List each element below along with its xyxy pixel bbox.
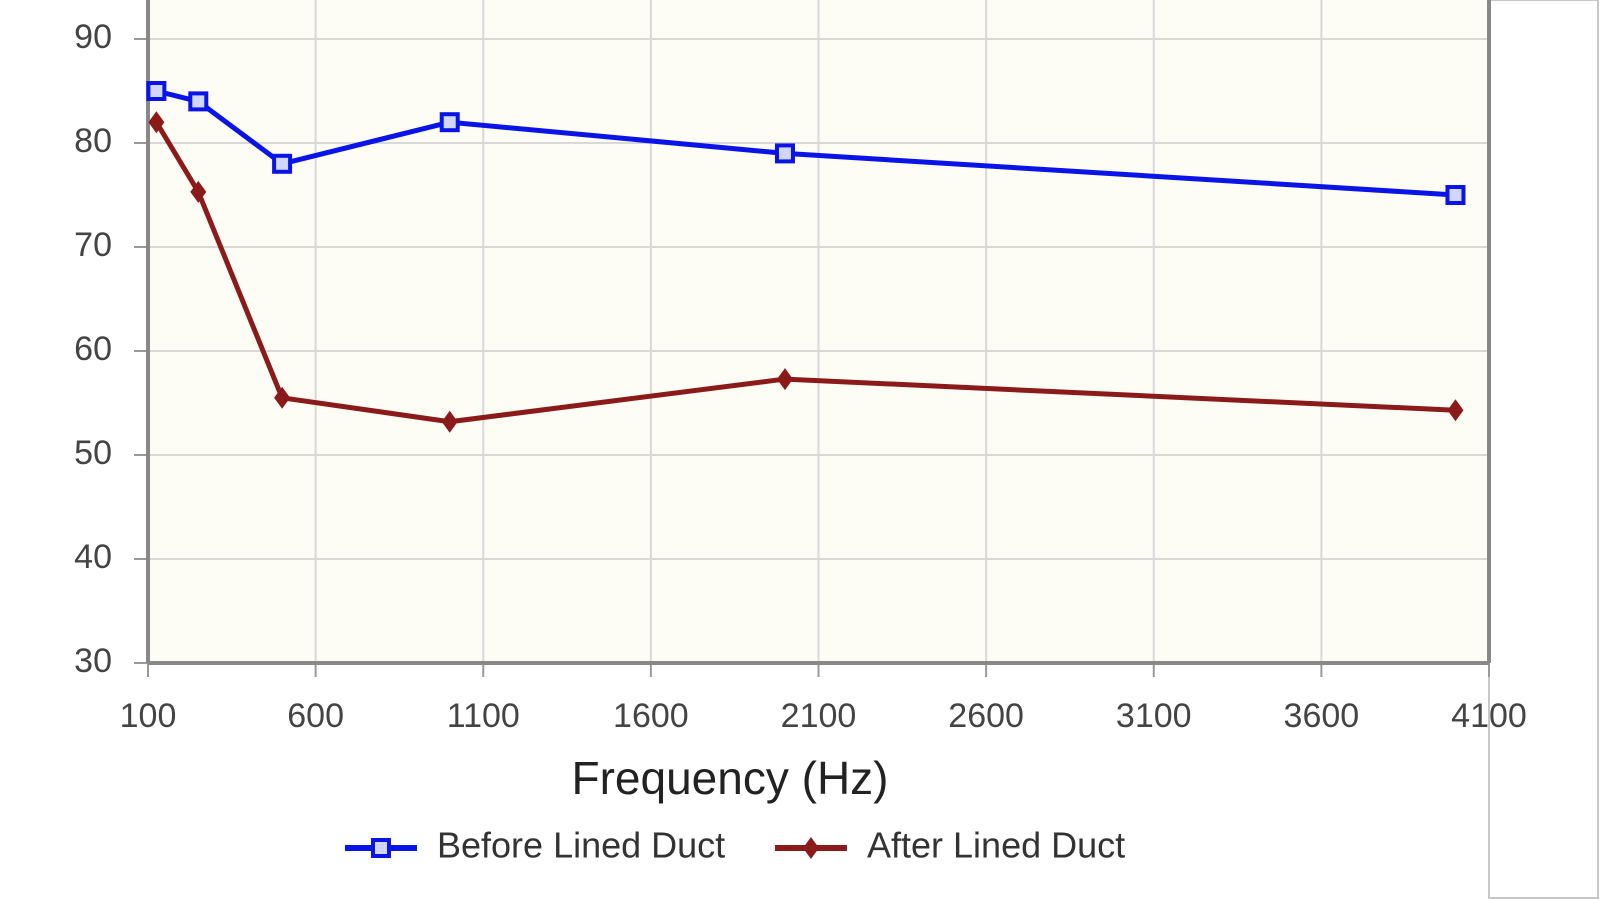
y-tick-label: 70 xyxy=(74,226,112,264)
marker xyxy=(1447,399,1464,422)
side-panel xyxy=(1488,0,1599,899)
x-tick-label: 1600 xyxy=(613,697,689,735)
x-tick-label: 600 xyxy=(287,697,344,735)
legend-label: Before Lined Duct xyxy=(437,825,725,866)
x-tick-label: 2600 xyxy=(948,697,1024,735)
x-tick-label: 100 xyxy=(120,697,177,735)
marker xyxy=(441,410,458,433)
marker xyxy=(188,91,209,112)
x-tick-label: 3600 xyxy=(1284,697,1360,735)
x-tick-label: 2100 xyxy=(781,697,857,735)
marker xyxy=(776,368,793,391)
marker xyxy=(148,111,165,134)
marker xyxy=(272,153,293,174)
y-tick-label: 30 xyxy=(74,642,112,680)
marker xyxy=(146,81,167,101)
y-tick-label: 80 xyxy=(74,122,112,160)
x-tick-label: 4100 xyxy=(1451,697,1527,735)
y-tick-label: 60 xyxy=(74,330,112,368)
y-tick-label: 50 xyxy=(74,434,112,472)
x-axis-title: Frequency (Hz) xyxy=(572,752,889,804)
marker xyxy=(274,386,291,409)
marker xyxy=(190,180,207,203)
y-tick-label: 90 xyxy=(74,18,112,56)
x-tick-label: 3100 xyxy=(1116,697,1192,735)
marker xyxy=(803,837,819,859)
marker xyxy=(371,838,391,858)
series-line xyxy=(154,120,1456,425)
marker xyxy=(1445,185,1466,205)
legend-label: After Lined Duct xyxy=(867,825,1125,866)
marker xyxy=(439,112,460,133)
marker xyxy=(774,143,795,164)
x-tick-label: 1100 xyxy=(447,697,520,735)
y-tick-label: 40 xyxy=(74,538,112,576)
